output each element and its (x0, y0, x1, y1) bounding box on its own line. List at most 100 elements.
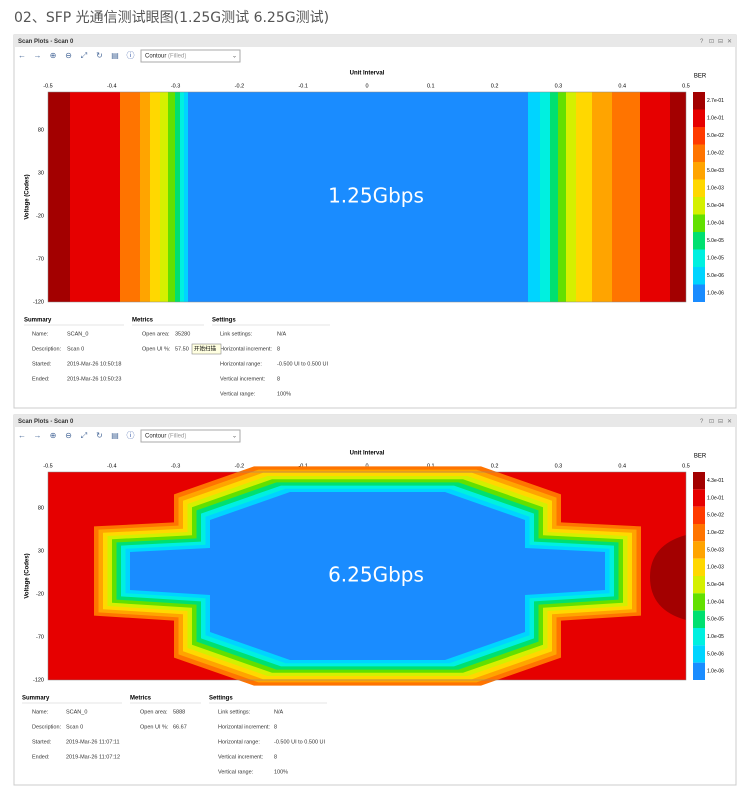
field-label: Description: (32, 346, 62, 352)
x-tick-label: 0.2 (491, 83, 499, 89)
toolbar-button[interactable]: ↻ (96, 51, 103, 60)
toolbar-button[interactable]: ⊖ (65, 431, 72, 440)
field-label: Ended: (32, 754, 50, 760)
legend-label: 1.0e-06 (707, 291, 724, 297)
legend-swatch (693, 506, 705, 524)
legend-label: 1.0e-04 (707, 221, 724, 227)
field-label: Name: (32, 709, 49, 715)
window-button[interactable]: ✕ (727, 419, 732, 425)
x-tick-label: -0.3 (171, 463, 180, 469)
legend-label: 5.0e-02 (707, 133, 724, 139)
section-title: Settings (209, 696, 233, 702)
legend-label: 5.0e-04 (707, 203, 724, 209)
legend-label: 5.0e-03 (707, 168, 724, 174)
legend-label: 5.0e-06 (707, 651, 724, 657)
section-title: Summary (22, 696, 50, 702)
window-title: Scan Plots - Scan 0 (18, 39, 74, 45)
legend-label: 1.0e-05 (707, 634, 724, 640)
y-tick-label: -20 (36, 591, 44, 597)
field-value: SCAN_0 (66, 709, 87, 715)
x-tick-label: 0.1 (427, 83, 435, 89)
tooltip-text: 开始扫描 (194, 345, 217, 353)
legend-swatch (693, 162, 705, 180)
view-mode: Contour (145, 434, 166, 440)
window-button[interactable]: ✕ (727, 39, 732, 45)
field-label: Vertical range: (218, 769, 254, 775)
toolbar-button[interactable]: ↻ (96, 431, 103, 440)
legend-swatch (693, 92, 705, 110)
window-button[interactable]: ⊟ (718, 419, 723, 425)
x-tick-label: 0.5 (682, 83, 690, 89)
x-tick-label: -0.2 (235, 83, 244, 89)
toolbar-button[interactable]: ⊖ (65, 51, 72, 60)
legend-swatch (693, 524, 705, 542)
x-tick-label: 0.3 (555, 463, 563, 469)
field-value: 100% (274, 769, 288, 775)
legend-swatch (693, 610, 705, 628)
field-value: 8 (277, 376, 280, 382)
legend-label: 5.0e-03 (707, 547, 724, 553)
contour-region (188, 92, 528, 302)
field-value: -0.500 UI to 0.500 UI (277, 361, 329, 367)
field-label: Link settings: (218, 709, 251, 715)
heading: 02、SFP 光通信测试眼图(1.25G测试 6.25G测试) (14, 10, 329, 26)
tooltip (191, 343, 222, 355)
view-dropdown[interactable] (140, 429, 241, 443)
toolbar-button[interactable]: ▤ (111, 431, 119, 440)
legend-swatch (693, 628, 705, 646)
x-tick-label: 0.2 (491, 463, 499, 469)
legend-swatch (693, 593, 705, 611)
section-title: Metrics (132, 318, 154, 324)
legend-swatch (693, 558, 705, 576)
toolbar-button[interactable]: ⤢ (80, 431, 87, 440)
legend-swatch (693, 576, 705, 594)
toolbar-button[interactable]: ← (18, 51, 26, 60)
legend-label: 1.0e-04 (707, 599, 724, 605)
legend-swatch (693, 214, 705, 232)
window-button[interactable]: ? (700, 39, 704, 45)
legend-label: 2.7e-01 (707, 98, 724, 104)
field-value: 2019-Mar-26 11:07:11 (66, 739, 120, 745)
y-tick-label: -20 (36, 213, 44, 219)
field-value: 8 (274, 754, 277, 760)
legend-label: 1.0e-03 (707, 565, 724, 571)
toolbar-button[interactable]: ▤ (111, 51, 119, 60)
legend-swatch (693, 267, 705, 285)
contour-plot (48, 92, 686, 302)
field-value: -0.500 UI to 0.500 UI (274, 739, 326, 745)
view-dropdown[interactable] (140, 49, 241, 63)
y-axis-title: Voltage (Codes) (25, 174, 31, 219)
toolbar-button[interactable]: ⊕ (50, 51, 57, 60)
toolbar-button[interactable]: ⓘ (127, 51, 135, 60)
toolbar-button[interactable]: ⓘ (127, 431, 135, 440)
section-title: Settings (212, 318, 236, 324)
window-button[interactable]: ? (700, 419, 704, 425)
title-bar (14, 415, 736, 427)
contour-plot (48, 466, 686, 686)
legend-swatch (693, 284, 705, 302)
view-option: (Filled) (168, 434, 186, 440)
y-tick-label: 30 (38, 548, 44, 554)
x-tick-label: -0.2 (235, 463, 244, 469)
x-tick-label: 0.4 (618, 463, 626, 469)
toolbar-button[interactable]: ← (18, 431, 26, 440)
field-label: Open area: (142, 331, 170, 337)
legend-label: 1.0e-03 (707, 186, 724, 192)
toolbar-button[interactable]: → (34, 51, 42, 60)
view-option: (Filled) (168, 54, 186, 60)
field-value: 8 (274, 724, 277, 730)
legend-swatch (693, 645, 705, 663)
window-button[interactable]: ⊡ (709, 419, 714, 425)
window-button[interactable]: ⊡ (709, 39, 714, 45)
legend-swatch (693, 662, 705, 680)
toolbar-button[interactable]: → (34, 431, 42, 440)
field-value: 100% (277, 391, 291, 397)
toolbar-button[interactable]: ⤢ (80, 51, 87, 60)
window-button[interactable]: ⊟ (718, 39, 723, 45)
legend-label: 1.0e-01 (707, 116, 724, 122)
field-label: Vertical range: (220, 391, 256, 397)
legend-label: 5.0e-04 (707, 582, 724, 588)
y-tick-label: 80 (38, 505, 44, 511)
toolbar-button[interactable]: ⊕ (50, 431, 57, 440)
window-title: Scan Plots - Scan 0 (18, 419, 74, 425)
